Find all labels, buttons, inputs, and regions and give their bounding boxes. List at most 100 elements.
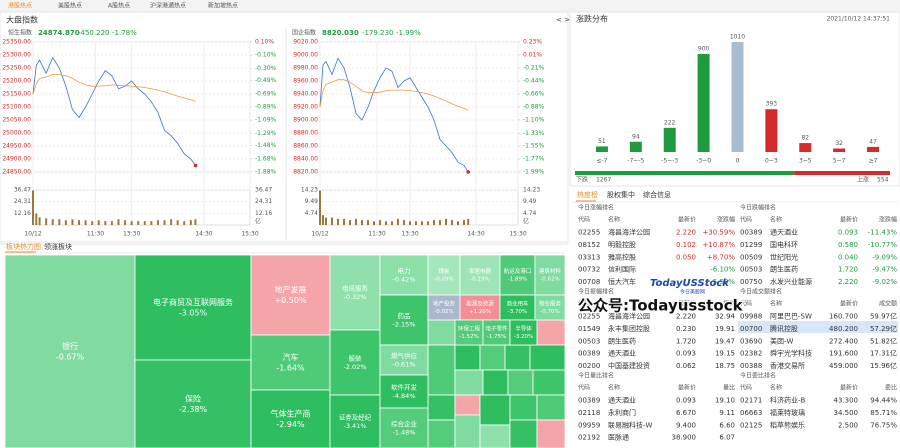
- table-cell: 0.093: [676, 350, 696, 358]
- heatmap-cell[interactable]: [329, 254, 381, 331]
- table-cell: 9.400: [676, 421, 696, 429]
- table-cell: 00750: [740, 278, 762, 286]
- table-cell: 科济药业-B: [770, 396, 806, 405]
- y-tick-label: 24900.00: [2, 156, 31, 163]
- table-cell: 01549: [578, 325, 600, 333]
- table-cell: 18.75: [715, 362, 735, 370]
- heatmap-cell[interactable]: [4, 254, 136, 448]
- table-cell: 00509: [740, 253, 762, 261]
- heatmap-cell[interactable]: [329, 394, 381, 448]
- table-cell: 美团-W: [770, 336, 794, 345]
- top-tab[interactable]: 港股热点: [8, 2, 32, 10]
- volume-tick-label: 9.49: [523, 198, 537, 205]
- heatmap-cell[interactable]: [250, 334, 331, 391]
- table-cell: 59.97亿: [870, 312, 897, 321]
- y-tick-label: 25100.00: [2, 104, 31, 111]
- volume-bar: [421, 221, 423, 225]
- sector-name: 电讯服务: [342, 284, 369, 293]
- table-cell: 2.220: [676, 313, 696, 321]
- y-tick-label: 24850.00: [2, 169, 31, 176]
- y2-tick-label: -0.89%: [255, 104, 277, 111]
- y-tick-label: 25350.00: [2, 39, 31, 46]
- sector-name: 汽车: [283, 352, 299, 362]
- heatmap-cell: [504, 344, 531, 371]
- heatmap-cell[interactable]: [250, 254, 331, 336]
- y2-tick-label: -1.09%: [255, 117, 277, 124]
- heatmap-cell[interactable]: [329, 329, 381, 396]
- table-cell: 51.82亿: [870, 336, 897, 345]
- table-cell: 00388: [740, 362, 762, 370]
- value-label: 94: [632, 133, 640, 140]
- x-tick-label: -3~0: [696, 158, 711, 165]
- top-tab[interactable]: A股热点: [108, 2, 130, 10]
- y2-tick-label: -1.33%: [523, 130, 545, 137]
- heatmap-tab[interactable]: 板块热力图: [6, 242, 41, 251]
- column-header: 涨跌幅: [879, 216, 897, 224]
- table-cell: 2.220: [676, 229, 696, 237]
- sector-name: 保险: [185, 394, 201, 404]
- table-cell: 19.91: [715, 325, 735, 333]
- heatmap-cell[interactable]: [134, 254, 252, 361]
- rank-tab[interactable]: 综合信息: [643, 190, 671, 199]
- heatmap-cell: [454, 394, 481, 416]
- value-label: 222: [664, 119, 676, 126]
- sector-change: -0.19%: [470, 276, 489, 282]
- heatmap-cell[interactable]: [134, 359, 252, 448]
- heatmap-cell[interactable]: [379, 374, 429, 409]
- rank-tab[interactable]: 股权集中: [607, 190, 635, 199]
- sector-name: 煤炭: [438, 267, 450, 275]
- heatmap-cell[interactable]: [459, 294, 501, 321]
- heatmap-cell[interactable]: [482, 319, 511, 346]
- heatmap-cell: [454, 369, 484, 396]
- table-cell: 02382: [740, 350, 762, 358]
- top-tab[interactable]: 新加坡热点: [208, 2, 238, 10]
- sector-name: 燃气供应: [391, 351, 418, 360]
- table-cell: -10.77%: [868, 241, 898, 249]
- sector-change: -2.02%: [344, 363, 367, 371]
- volume-bar: [130, 221, 133, 225]
- volume-bar: [170, 219, 173, 225]
- heatmap-cell[interactable]: [534, 254, 566, 296]
- heatmap-cell[interactable]: [499, 254, 536, 296]
- sector-name: 电力: [398, 266, 411, 275]
- table-cell: 32.94: [715, 313, 736, 321]
- table-title: 今日成交额排名: [740, 288, 782, 296]
- sector-name: 气体生产商: [271, 409, 311, 419]
- sector-change: +0.50%: [274, 296, 307, 305]
- table-title: 今日委比排名: [740, 372, 776, 380]
- sector-name: 半导体: [515, 325, 532, 333]
- x-tick-label: 0: [736, 158, 740, 165]
- table-cell: 9.11: [719, 409, 735, 417]
- table-cell: -9.47%: [872, 266, 897, 274]
- volume-bar: [183, 221, 186, 225]
- table-cell: -11.43%: [868, 229, 898, 237]
- rank-tab[interactable]: 热度榜: [577, 190, 598, 199]
- x-tick-label: ≥7: [869, 158, 878, 165]
- heatmap-cell: [479, 394, 511, 426]
- table-cell: 2.220: [838, 278, 858, 286]
- y2-tick-label: 0.10%: [255, 39, 274, 46]
- heatmap-cell[interactable]: [379, 344, 429, 376]
- x-tick-label: -7~-5: [627, 158, 644, 165]
- top-tab[interactable]: 美股热点: [58, 2, 82, 10]
- heatmap-cell[interactable]: [509, 319, 538, 346]
- y-tick-label: 25200.00: [2, 78, 31, 85]
- bar: [663, 127, 676, 152]
- heatmap-cell[interactable]: [534, 294, 566, 321]
- sector-name: 服装: [349, 354, 363, 363]
- heatmap-cell[interactable]: [379, 407, 429, 448]
- rise-count: 554: [877, 177, 889, 184]
- table-cell: 38.900: [672, 434, 697, 442]
- top-tab[interactable]: 沪深港通热点: [150, 2, 186, 10]
- heatmap-cell[interactable]: [379, 254, 429, 296]
- heatmap-cell[interactable]: [250, 389, 331, 448]
- heatmap-cell[interactable]: [454, 319, 484, 346]
- column-header: 成交额: [879, 300, 897, 308]
- heatmap-tab[interactable]: 领涨板块: [44, 242, 72, 251]
- table-cell: +10.87%: [702, 241, 735, 249]
- table-cell: 朗生医药: [608, 336, 636, 345]
- nav-arrows[interactable]: < >: [556, 16, 570, 24]
- heatmap-cell: [427, 419, 456, 448]
- price-line: [319, 79, 469, 111]
- y2-tick-label: -1.55%: [523, 143, 545, 150]
